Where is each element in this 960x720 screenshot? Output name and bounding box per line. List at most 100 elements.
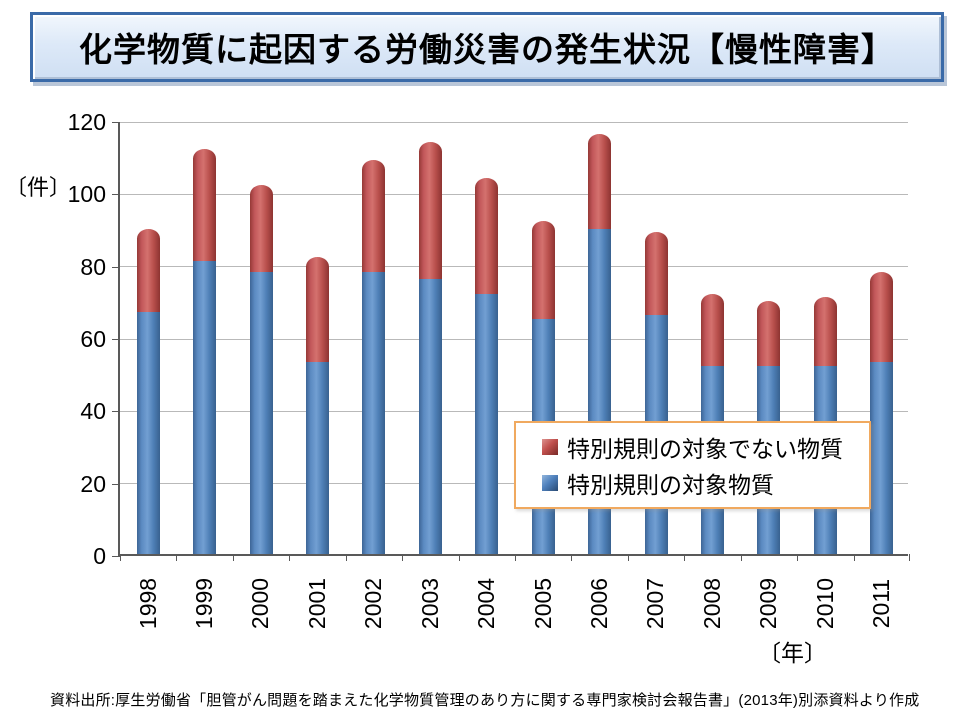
x-axis-category-label-text: 2009 [755,577,782,629]
y-axis-tick-label: 40 [80,398,106,425]
x-axis-tick [515,554,516,561]
x-axis-category-label-text: 2010 [811,577,838,629]
bar-segment-covered [475,293,499,554]
x-axis-tick [402,554,404,561]
gridline [120,338,908,340]
bar-segment-covered [362,271,386,554]
legend-label-covered: 特別規則の対象物質 [567,472,774,499]
bar-segment-covered [249,271,273,554]
x-axis-category-label-text: 2001 [304,577,331,629]
bar-segment-not-covered [193,148,217,262]
x-axis-tick [797,554,799,561]
bar-segment-not-covered [757,300,781,366]
x-axis-category-label-text: 2011 [868,578,895,628]
x-axis-category-label-text: 2003 [416,577,443,629]
gridline [120,193,908,195]
chart-legend: 特別規則の対象でない物質 特別規則の対象物質 [514,421,871,509]
legend-item-covered: 特別規則の対象物質 [542,466,869,500]
x-axis-category-label: 2007 [643,564,669,642]
x-axis-tick [120,554,121,561]
y-axis-tick [112,339,120,340]
x-axis-category-label-text: 1999 [191,577,218,629]
x-axis-tick [853,554,855,561]
gridline [120,121,908,123]
stacked-bar-2004 [475,177,499,554]
bar-segment-covered [193,261,217,554]
gridline [120,410,908,412]
x-axis-category-label: 2009 [755,564,782,642]
bar-segment-covered [306,362,329,554]
legend-label-not-covered: 特別規則の対象でない物質 [567,435,843,462]
x-axis-category-label: 2005 [530,564,556,642]
stacked-bar-2002 [362,159,386,554]
x-axis-category-label: 2003 [417,564,443,642]
y-axis-tick [112,483,120,485]
x-axis-category-label: 2010 [812,564,838,642]
stacked-bar-2001 [306,257,329,554]
x-axis-category-label: 2002 [360,564,387,642]
stacked-bar-2000 [249,185,273,554]
bar-segment-not-covered [870,271,894,363]
stacked-bar-1998 [136,228,160,554]
y-axis-tick [112,122,120,123]
x-axis-category-label: 2001 [304,564,331,642]
y-axis-tick-label: 0 [93,543,106,569]
stacked-bar-2003 [418,141,442,554]
x-axis-category-label: 2008 [699,564,726,642]
x-axis-category-label: 1999 [191,564,218,642]
bar-segment-not-covered [136,228,160,312]
bar-segment-not-covered [588,134,612,229]
bar-segment-not-covered [475,177,499,294]
x-axis-category-label: 2000 [248,564,274,642]
y-axis-tick [112,411,120,413]
bar-segment-not-covered [531,221,555,319]
y-axis-tick-label: 120 [67,109,106,135]
x-axis-category-label-text: 2002 [360,577,387,629]
y-axis-tick [112,556,120,557]
source-note: 資料出所:厚生労働省「胆管がん問題を踏まえた化学物質管理のあり方に関する専門家検… [50,692,920,709]
page-title-text: 化学物質に起因する労働災害の発生状況【慢性障害】 [79,31,895,68]
x-axis-category-label-text: 2008 [699,577,726,629]
stacked-bar-2011 [870,271,894,554]
stacked-bar-1999 [193,148,217,554]
x-axis-unit-label: 〔年〕 [758,640,827,666]
bar-segment-not-covered [249,185,273,272]
x-axis-tick [740,554,742,561]
x-axis-tick [345,554,347,561]
bar-segment-covered [418,279,442,554]
page-title: 化学物質に起因する労働災害の発生状況【慢性障害】 [30,12,944,82]
x-axis-tick [571,554,573,561]
x-axis-tick [458,554,460,561]
y-axis-tick-label: 100 [67,181,106,208]
x-axis-category-label: 2011 [868,564,895,642]
x-axis-category-label: 1998 [135,564,161,642]
x-axis-category-label: 2004 [473,564,500,642]
bar-segment-not-covered [644,232,668,316]
x-axis-tick [909,554,910,561]
blue-series-swatch-icon [542,475,558,492]
bar-segment-not-covered [701,293,724,366]
x-axis-tick [176,554,178,561]
x-axis-category-label-text: 2005 [529,577,556,629]
y-axis-tick-label: 60 [80,326,106,352]
y-axis-tick-label: 80 [80,253,106,280]
y-axis-tick [112,194,120,196]
x-axis-category-label-text: 2007 [642,577,669,629]
x-axis-tick [289,554,291,561]
x-axis-tick [232,554,234,561]
x-axis-category-label-text: 2006 [586,577,613,629]
bar-segment-covered [136,311,160,554]
bar-segment-not-covered [418,141,442,280]
bar-segment-covered [870,362,894,554]
bar-segment-not-covered [813,297,837,366]
legend-item-not-covered: 特別規則の対象でない物質 [542,430,869,464]
x-axis-category-label-text: 1998 [134,577,161,629]
x-axis-category-label-text: 2000 [247,577,274,629]
bar-segment-not-covered [362,159,386,272]
y-axis-tick [112,266,120,268]
y-axis-unit-label: 〔件〕 [5,175,72,200]
x-axis-tick [684,554,686,561]
x-axis-category-label-text: 2004 [473,577,500,629]
x-axis-category-label: 2006 [586,564,613,642]
